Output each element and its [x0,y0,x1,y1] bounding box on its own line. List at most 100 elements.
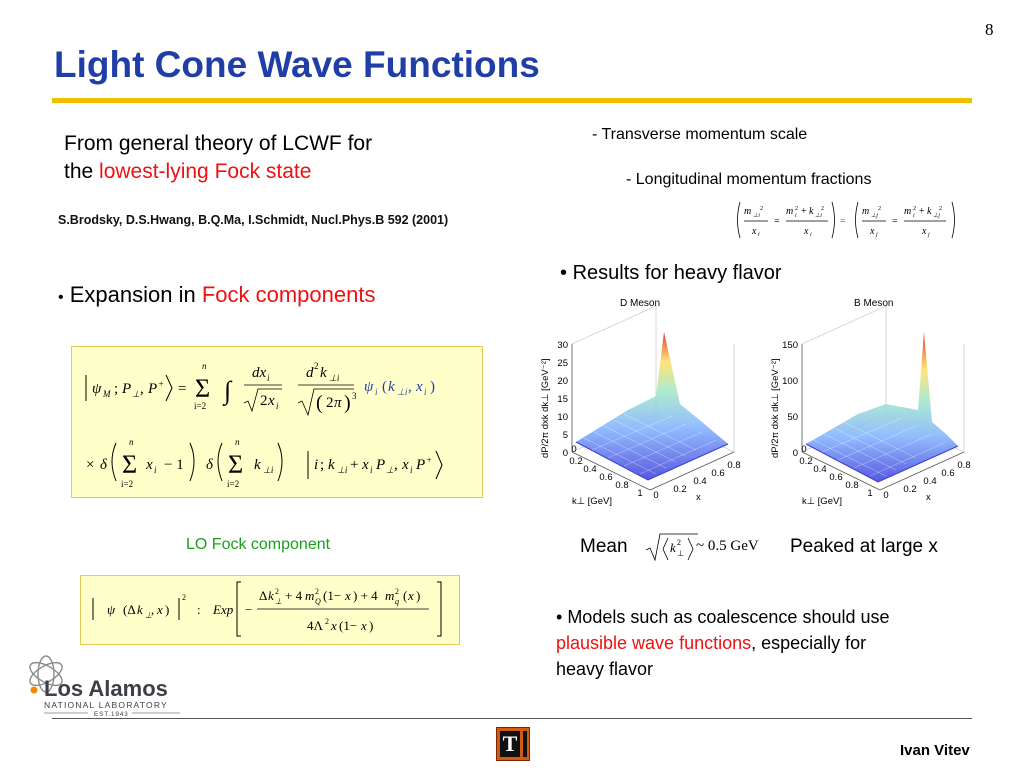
b-x-tick: 0.4 [923,476,936,487]
svg-text:i: i [810,232,812,238]
svg-text::: : [197,602,201,617]
results-text: Results for heavy flavor [567,262,782,284]
svg-text:=: = [774,216,780,227]
b-x-tick: 0.2 [903,484,916,495]
svg-text:x: x [361,457,369,473]
svg-text:i: i [370,465,373,475]
logo-name: Los Alamos [44,676,168,701]
svg-text:(1−: (1− [339,618,357,633]
svg-text:2: 2 [939,206,942,212]
svg-text:⊥i: ⊥i [263,465,274,475]
svg-text:δ: δ [206,457,214,473]
b-k-tick: 0 [801,444,806,455]
svg-text:(1−: (1− [323,588,341,603]
svg-text:k: k [670,540,676,555]
models-text-1: Models such as coalescence should use [562,607,890,627]
b-k-label: k⊥ [GeV] [802,496,842,506]
expansion-bullet: • Expansion in Fock components [58,282,375,308]
svg-text:x: x [344,588,351,603]
svg-text:m: m [305,588,314,603]
svg-text:i: i [267,373,270,383]
models-bullet: • Models such as coalescence should use … [556,604,976,682]
b-z-label: dP/2π dxk dk⊥ [GeV⁻²] [770,358,781,458]
svg-text:π: π [334,395,342,411]
svg-text:⊥i: ⊥i [397,387,408,397]
b-k-tick: 0.8 [845,480,858,491]
models-text-2: , especially for [751,633,867,653]
d-z-label: dP/2π dxk dk⊥ [GeV⁻²] [540,358,551,458]
svg-text:i: i [375,387,378,397]
svg-text:x: x [751,226,757,237]
d-z-tick: 0 [563,448,568,459]
peaked-text: Peaked at large x [790,536,938,557]
lo-fock-label: LO Fock component [186,536,331,553]
svg-text:i=2: i=2 [227,479,239,489]
svg-text:⊥j: ⊥j [933,212,940,219]
svg-text:M: M [102,389,111,399]
models-text-3: heavy flavor [556,659,654,679]
svg-text:2: 2 [395,587,399,596]
svg-text:k: k [927,206,932,217]
svg-text:x: x [401,457,409,473]
mean-label: Mean [580,536,628,557]
svg-text:P: P [375,457,385,473]
d-k-tick: 1 [637,488,642,499]
svg-text:(: ( [382,379,387,395]
svg-text:2: 2 [315,587,319,596]
b-z-tick: 0 [793,448,798,459]
svg-text:k: k [320,365,327,381]
note-transverse: - Transverse momentum scale [592,126,808,143]
svg-text:+: + [426,455,432,465]
d-k-tick: 0.6 [599,472,612,483]
b-x-tick: 0.6 [941,468,954,479]
svg-text:k: k [137,602,143,617]
svg-text:+: + [350,457,358,473]
logo-est: EST.1943 [94,711,129,718]
svg-text:Δ: Δ [259,588,267,603]
intro-text: From general theory of LCWF for the lowe… [64,130,484,186]
svg-text:,: , [140,381,144,397]
d-x-tick: 0.8 [727,460,740,471]
d-z-tick: 10 [557,412,568,423]
svg-text:2: 2 [677,538,681,547]
b-k-tick: 1 [867,488,872,499]
d-k-tick: 0.4 [583,464,596,475]
svg-text:): ) [165,602,169,617]
svg-text:,: , [151,602,154,617]
svg-text:⊥: ⊥ [677,549,684,558]
d-x-tick: 0.6 [711,468,724,479]
author-name: Ivan Vitev [900,742,970,759]
los-alamos-logo: Los Alamos NATIONAL LABORATORY EST.1943 [24,648,194,720]
svg-text:Σ: Σ [195,374,210,403]
d-z-tick: 20 [557,376,568,387]
svg-text:2: 2 [325,617,329,626]
svg-text:=: = [178,381,186,397]
svg-text:⊥: ⊥ [145,611,152,620]
svg-text:+ 4: + 4 [285,588,303,603]
svg-text:k: k [268,588,274,603]
intro-highlight: lowest-lying Fock state [99,160,312,183]
b-meson-title: B Meson [854,298,893,309]
mean-value: ~ 0.5 GeV [696,538,759,554]
svg-text:k: k [254,457,261,473]
expansion-bullet-dot: • [58,289,64,306]
d-meson-title: D Meson [620,298,660,309]
expansion-prefix: Expansion in [63,282,202,307]
d-x-label: x [696,492,701,503]
svg-text:dx: dx [252,365,267,381]
models-bullet-dot: • [556,607,563,627]
svg-text:− 1: − 1 [164,457,184,473]
svg-text:2: 2 [275,587,279,596]
svg-text:ψ: ψ [364,379,374,395]
svg-text:2: 2 [795,206,798,212]
svg-text:k: k [388,379,395,395]
b-k-tick: 0.2 [799,456,812,467]
d-x-tick: 0.2 [673,484,686,495]
svg-text:n: n [235,437,240,447]
svg-text:i: i [410,465,413,475]
svg-text:2: 2 [821,206,824,212]
svg-text:j: j [875,232,878,238]
svg-text:2: 2 [913,206,916,212]
